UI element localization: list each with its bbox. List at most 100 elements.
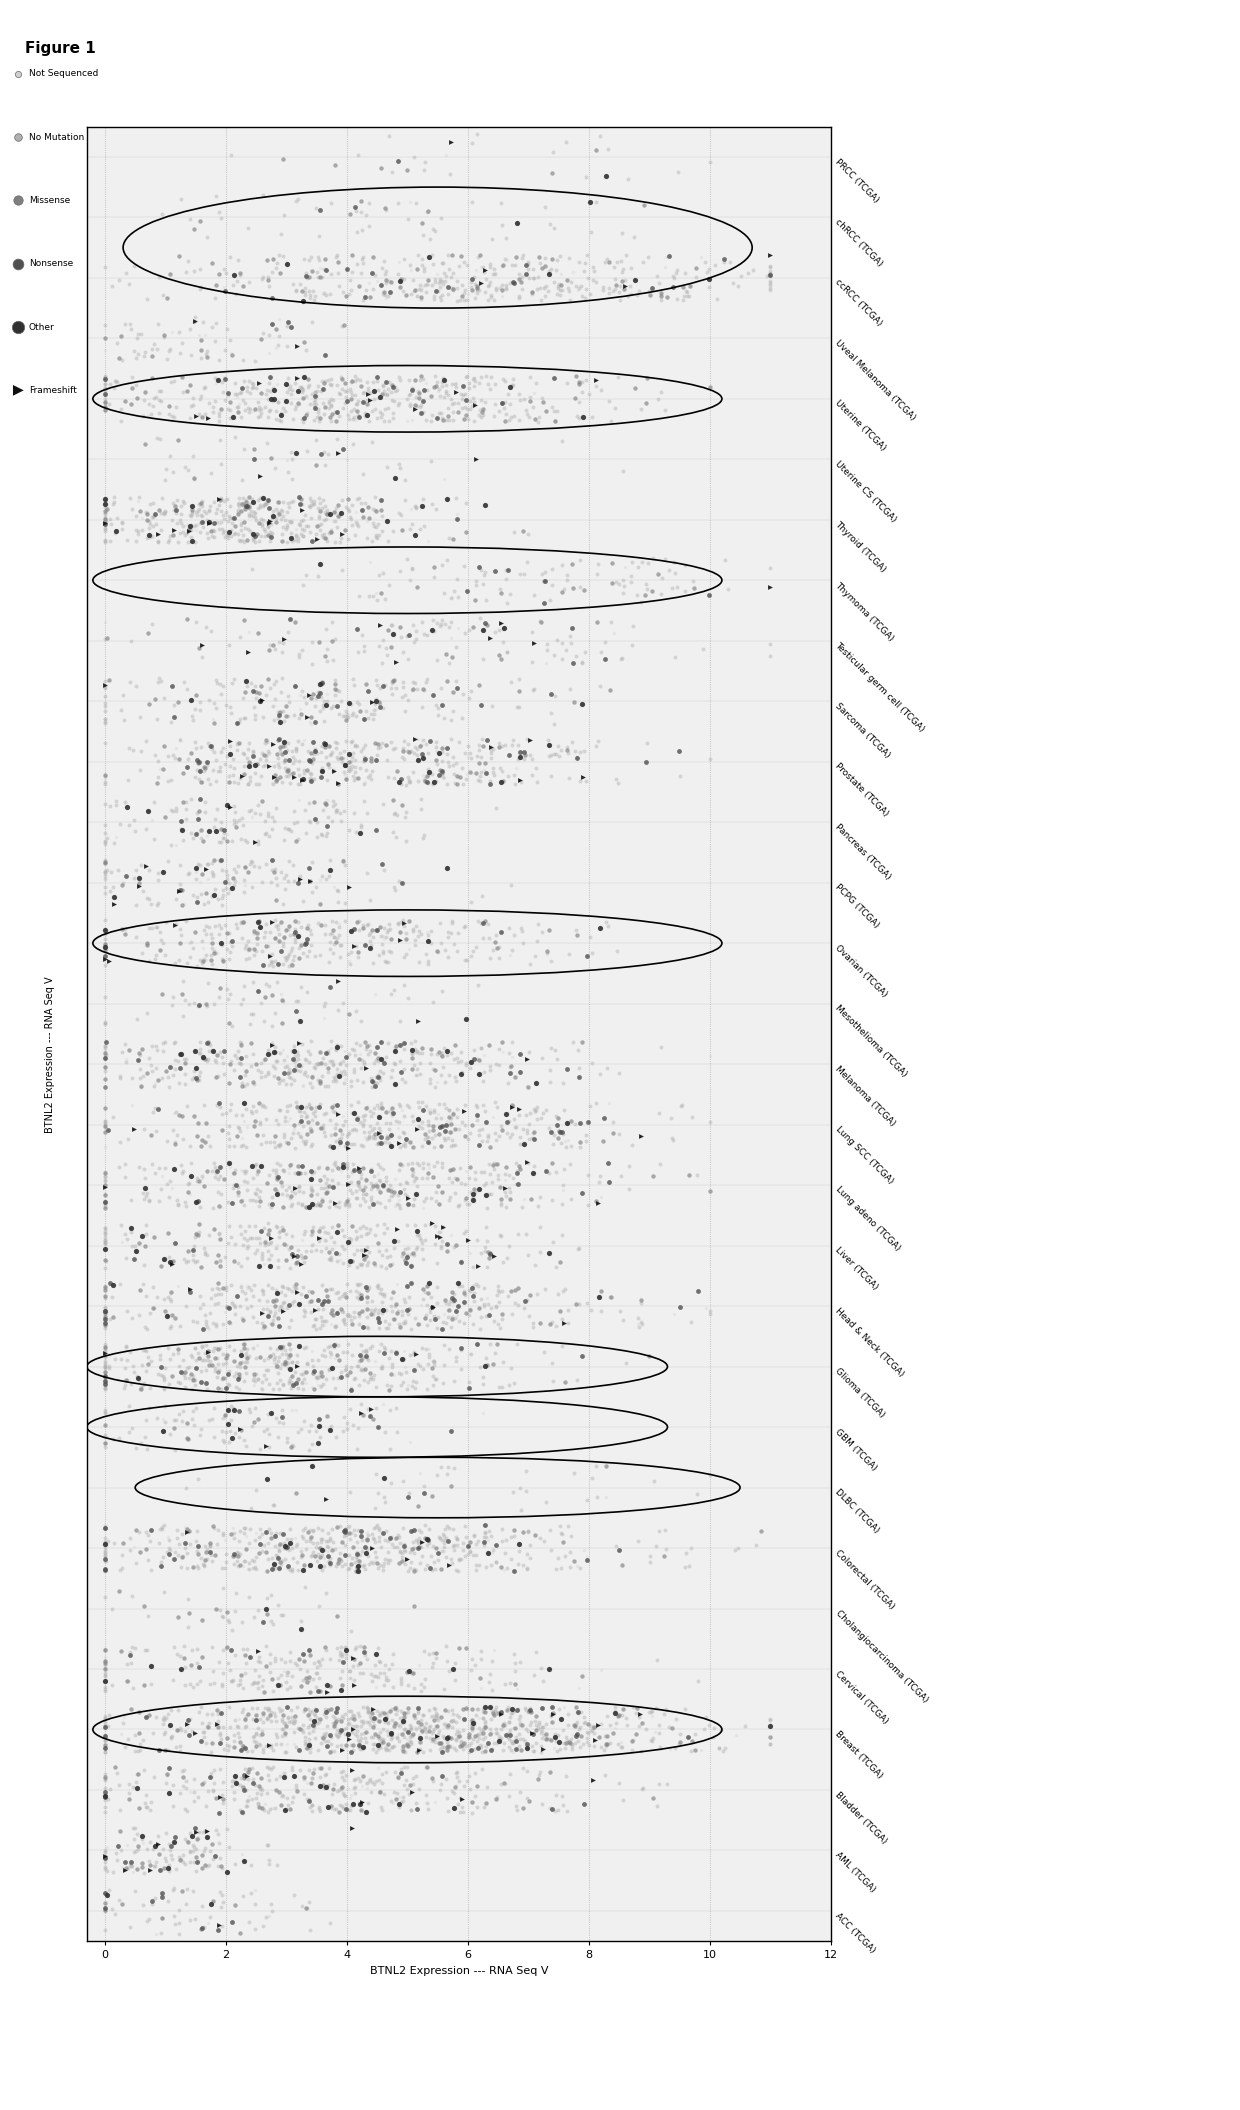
Point — [115, 1363, 135, 1397]
Point — [95, 933, 115, 966]
Point — [248, 973, 268, 1006]
Point — [470, 1312, 490, 1346]
Point — [262, 766, 281, 800]
Point — [356, 1232, 376, 1266]
Point — [398, 1715, 418, 1749]
Point — [157, 1696, 177, 1730]
Point — [331, 1055, 351, 1089]
Point — [228, 1420, 248, 1454]
Point — [260, 1224, 280, 1258]
Point — [565, 1726, 585, 1760]
Point — [398, 760, 418, 793]
Point — [186, 1344, 206, 1378]
Point — [329, 500, 348, 534]
Point — [288, 1116, 308, 1150]
Point — [361, 745, 381, 779]
Point — [414, 762, 434, 795]
Point — [417, 1372, 436, 1405]
Point — [443, 1530, 463, 1564]
Point — [382, 1720, 402, 1753]
Point — [446, 498, 466, 532]
Point — [330, 1114, 350, 1148]
Point — [384, 869, 404, 903]
Point — [165, 1044, 185, 1078]
Point — [444, 1365, 464, 1399]
Point — [286, 1089, 306, 1123]
Point — [229, 1114, 249, 1148]
Point — [505, 1365, 525, 1399]
Point — [144, 500, 164, 534]
Point — [358, 918, 378, 952]
Point — [393, 1779, 413, 1812]
Point — [196, 610, 216, 644]
Point — [348, 1699, 368, 1732]
Point — [208, 1646, 228, 1680]
Point — [342, 363, 362, 397]
Point — [200, 1530, 219, 1564]
Point — [475, 1509, 495, 1542]
Point — [410, 390, 430, 424]
Point — [699, 270, 719, 304]
Point — [134, 1249, 154, 1283]
Point — [273, 1779, 293, 1812]
Point — [273, 947, 293, 981]
Point — [264, 1285, 284, 1319]
Point — [219, 724, 239, 757]
Point — [433, 1720, 453, 1753]
Point — [224, 1540, 244, 1574]
Point — [515, 1127, 534, 1160]
Point — [164, 1872, 184, 1905]
Point — [310, 1112, 330, 1146]
Point — [122, 1848, 141, 1882]
Point — [285, 924, 305, 958]
Point — [262, 1179, 281, 1213]
Point — [340, 1521, 360, 1555]
Point — [631, 584, 651, 618]
Point — [471, 251, 491, 285]
Point — [161, 1277, 181, 1310]
Point — [294, 519, 314, 553]
Point — [174, 1243, 193, 1277]
Point — [458, 1530, 477, 1564]
Point — [299, 850, 319, 884]
Point — [552, 1127, 572, 1160]
Point — [309, 669, 329, 703]
Point — [334, 1519, 353, 1553]
Point — [534, 270, 554, 304]
Point — [402, 371, 422, 405]
Point — [191, 1412, 211, 1445]
Point — [174, 509, 193, 542]
Point — [258, 663, 278, 696]
Point — [353, 1310, 373, 1344]
Point — [217, 789, 237, 823]
Point — [156, 1766, 176, 1800]
Point — [350, 1732, 370, 1766]
Point — [360, 1762, 379, 1796]
Point — [320, 1353, 340, 1386]
Point — [146, 1701, 166, 1734]
Point — [345, 1363, 365, 1397]
Point — [513, 513, 533, 546]
Point — [303, 1217, 322, 1251]
Point — [233, 736, 253, 770]
Point — [445, 1302, 465, 1336]
Point — [289, 931, 309, 964]
Point — [454, 283, 474, 316]
Point — [357, 1642, 377, 1675]
Point — [269, 1293, 289, 1327]
Point — [252, 1772, 272, 1806]
Point — [260, 441, 280, 475]
Point — [434, 1730, 454, 1764]
Point — [128, 1758, 148, 1791]
Point — [469, 1173, 489, 1207]
Point — [383, 1637, 403, 1671]
Point — [270, 1331, 290, 1365]
Point — [551, 279, 570, 312]
Point — [216, 498, 236, 532]
Point — [223, 764, 243, 798]
Point — [324, 1768, 343, 1802]
Point — [134, 1268, 154, 1302]
Point — [112, 1209, 131, 1243]
Point — [465, 1756, 485, 1789]
Point — [321, 1734, 341, 1768]
